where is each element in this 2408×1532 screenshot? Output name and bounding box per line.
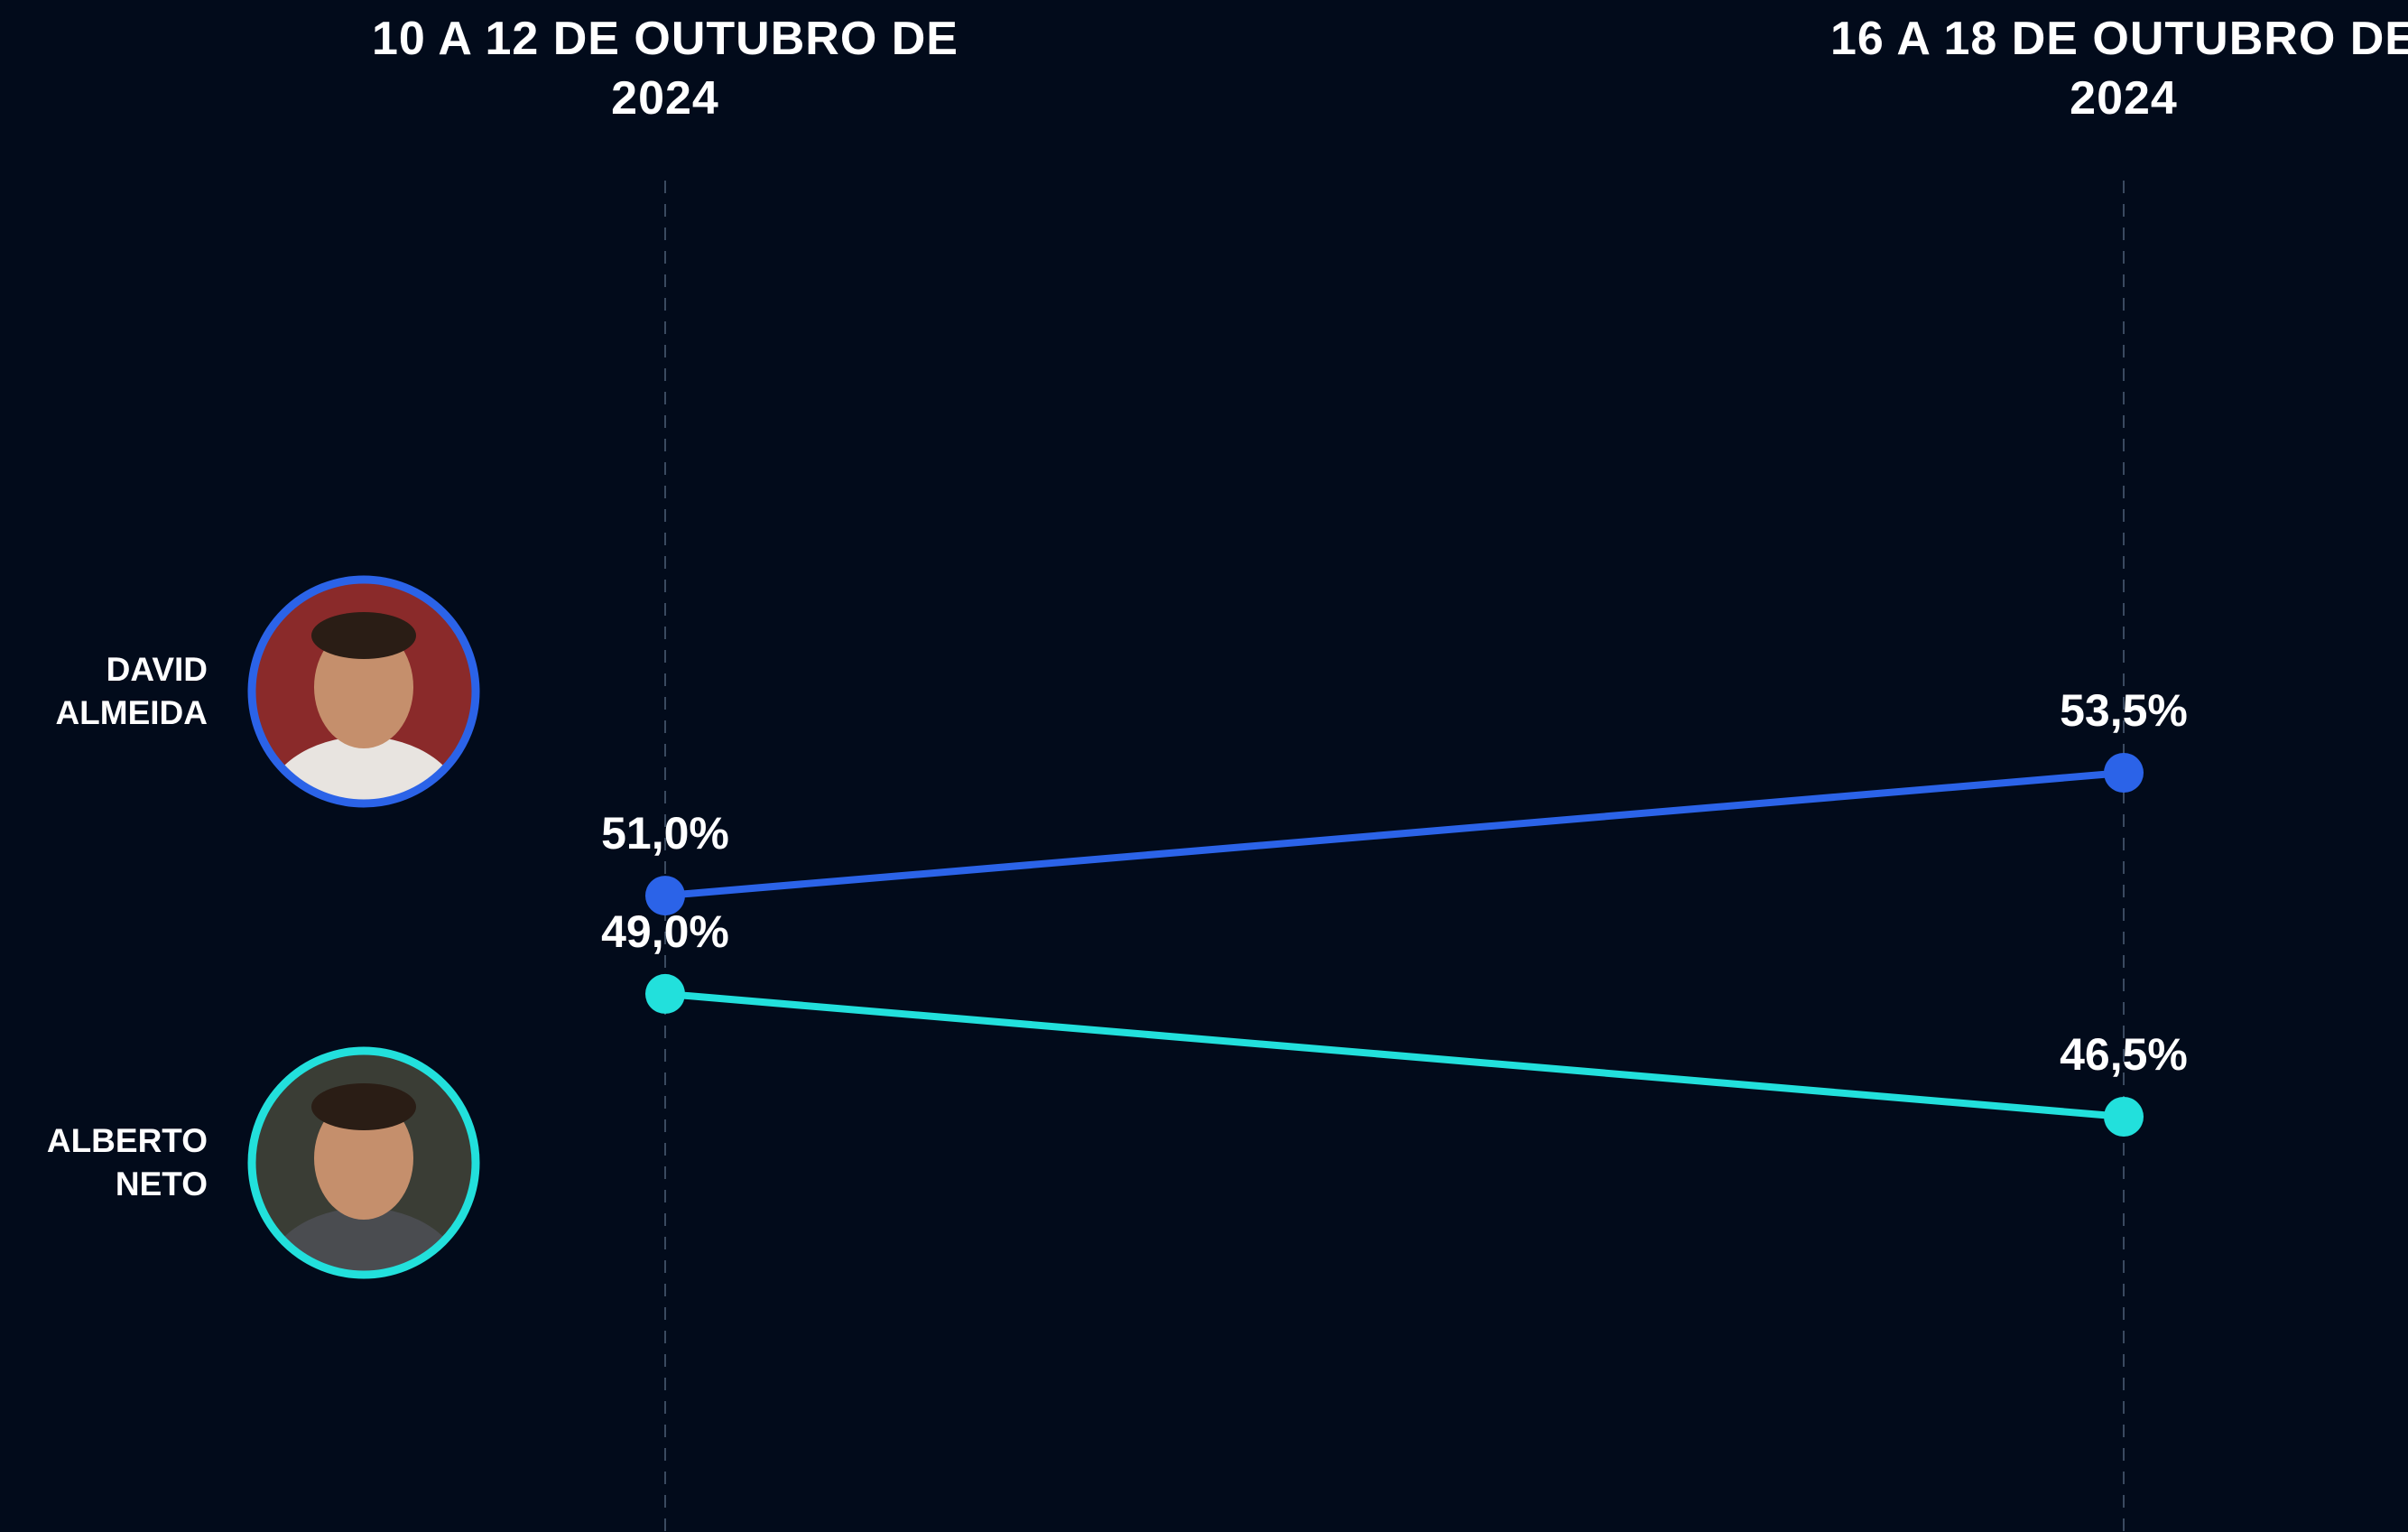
column-header: 10 A 12 DE OUTUBRO DE 2024 — [349, 9, 981, 128]
data-point — [645, 974, 685, 1014]
value-label: 49,0% — [601, 906, 729, 957]
chart: 51,0% 53,5% 49,0% 46,5% — [0, 0, 2408, 1532]
data-point — [2104, 753, 2144, 793]
avatar-body — [264, 737, 463, 881]
value-label: 51,0% — [601, 808, 729, 859]
candidate-name: DAVID ALMEIDA — [0, 648, 208, 735]
column-header: 16 A 18 DE OUTUBRO DE 2024 — [1808, 9, 2408, 128]
value-label: 46,5% — [2060, 1029, 2188, 1080]
avatar-hair — [311, 1083, 416, 1130]
data-point — [2104, 1097, 2144, 1137]
candidate-avatar — [252, 1051, 476, 1352]
avatar-body — [264, 1208, 463, 1352]
series-line — [665, 773, 2124, 896]
candidate-name: ALBERTO NETO — [0, 1119, 208, 1206]
value-label: 53,5% — [2060, 685, 2188, 736]
series-line — [665, 994, 2124, 1117]
page: {"chart_data": {"type": "line", "categor… — [0, 0, 2408, 1532]
avatar-hair — [311, 612, 416, 659]
candidate-avatar — [252, 580, 476, 881]
